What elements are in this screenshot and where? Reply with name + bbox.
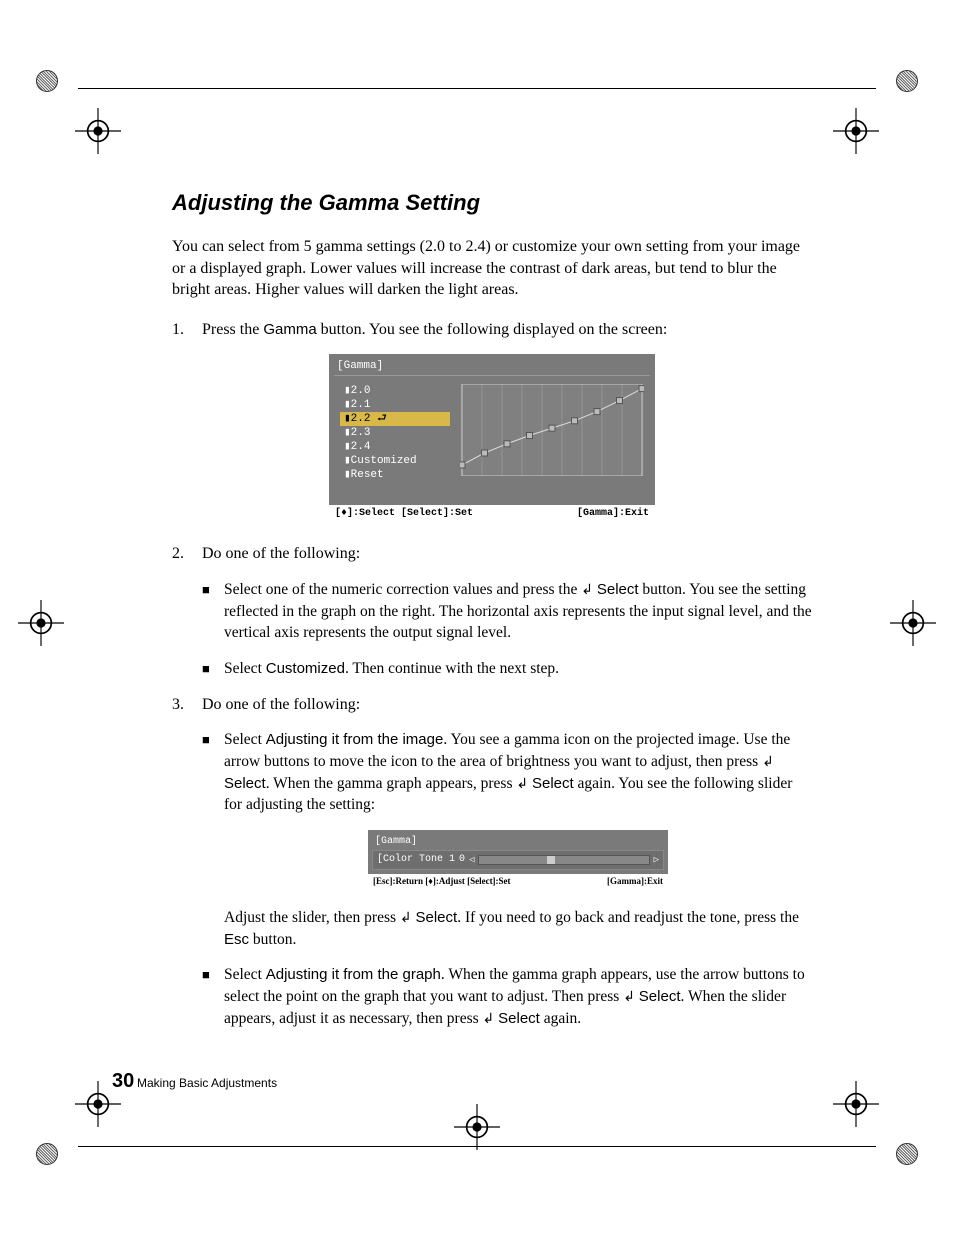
adjust-from-graph-label: Adjusting it from the graph: [266, 966, 441, 983]
step-text: Press the Gamma button. You see the foll…: [202, 319, 812, 341]
bullet-item: ■ Select Adjusting it from the image. Yo…: [202, 729, 812, 950]
step2-bullets: ■ Select one of the numeric correction v…: [202, 579, 812, 680]
steps-list-3: 3. Do one of the following:: [172, 694, 812, 716]
gamma-menu-item: ▮2.4: [340, 440, 450, 454]
enter-icon: ↲: [581, 581, 593, 597]
gamma-menu-figure: [Gamma] ▮2.0▮2.1▮2.2 ⮐▮2.3▮2.4▮Customize…: [172, 354, 812, 521]
slider-thumb: [547, 856, 555, 864]
button-label-gamma: Gamma: [263, 321, 316, 338]
help-right: [Gamma]:Exit: [607, 875, 663, 888]
slider-figure: [Gamma] [Color Tone 1 0 ◁ ▷ [Esc]:Return…: [224, 830, 812, 889]
osd-help-bar: [Esc]:Return [♦]:Adjust [Select]:Set [Ga…: [368, 874, 668, 889]
page-content: Adjusting the Gamma Setting You can sele…: [172, 190, 812, 1044]
steps-list: 1. Press the Gamma button. You see the f…: [172, 319, 812, 341]
page-number: 30: [112, 1070, 134, 1092]
step-number: 3.: [172, 694, 202, 716]
osd-title: [Gamma]: [337, 360, 383, 372]
enter-icon: ↲: [400, 909, 412, 925]
crop-line-top: [78, 88, 876, 89]
step-text: Do one of the following:: [202, 694, 812, 716]
slider-value: 0: [459, 853, 465, 867]
step-number: 2.: [172, 543, 202, 565]
gamma-graph: [460, 384, 644, 476]
page-footer: 30 Making Basic Adjustments: [112, 1070, 277, 1093]
gamma-menu-item: ▮Reset: [340, 468, 450, 482]
gamma-menu-list: ▮2.0▮2.1▮2.2 ⮐▮2.3▮2.4▮Customized▮Reset: [340, 384, 450, 482]
step-text: Do one of the following:: [202, 543, 812, 565]
steps-list-2: 2. Do one of the following:: [172, 543, 812, 565]
gamma-menu-item: ▮Customized: [340, 454, 450, 468]
gamma-menu-item: ▮2.0: [340, 384, 450, 398]
bullet-item: ■ Select Customized. Then continue with …: [202, 658, 812, 680]
arrow-left-icon: ◁: [469, 854, 474, 867]
esc-label: Esc: [224, 931, 249, 948]
bullet-square-icon: ■: [202, 579, 224, 644]
registration-mark: [75, 108, 121, 154]
bullet-square-icon: ■: [202, 658, 224, 680]
bullet-item: ■ Select one of the numeric correction v…: [202, 579, 812, 644]
arrow-right-icon: ▷: [654, 854, 659, 867]
gamma-menu-item: ▮2.2 ⮐: [340, 412, 450, 426]
osd-title: [Gamma]: [372, 834, 664, 850]
step-number: 1.: [172, 319, 202, 341]
registration-mark: [833, 108, 879, 154]
osd-help-bar: [♦]:Select [Select]:Set [Gamma]:Exit: [329, 505, 655, 521]
step-3: 3. Do one of the following:: [172, 694, 812, 716]
customized-label: Customized: [266, 660, 345, 677]
slider-row: [Color Tone 1 0 ◁ ▷: [372, 850, 664, 870]
hatch-circle: [896, 70, 918, 92]
help-left: [Esc]:Return [♦]:Adjust [Select]:Set: [373, 875, 511, 888]
step3-bullets: ■ Select Adjusting it from the image. Yo…: [202, 729, 812, 1029]
adjust-from-image-label: Adjusting it from the image: [266, 731, 444, 748]
bullet-item: ■ Select Adjusting it from the graph. Wh…: [202, 964, 812, 1029]
enter-icon: ↲: [762, 753, 774, 769]
hatch-circle: [896, 1143, 918, 1165]
enter-icon: ↲: [516, 775, 528, 791]
registration-mark: [890, 600, 936, 646]
registration-mark: [833, 1081, 879, 1127]
step-1: 1. Press the Gamma button. You see the f…: [172, 319, 812, 341]
hatch-circle: [36, 1143, 58, 1165]
bullet-square-icon: ■: [202, 729, 224, 950]
registration-mark: [18, 600, 64, 646]
bullet-square-icon: ■: [202, 964, 224, 1029]
help-left: [♦]:Select [Select]:Set: [335, 508, 473, 519]
enter-icon: ↲: [623, 988, 635, 1004]
slider-label: [Color Tone 1: [377, 853, 455, 867]
step-2: 2. Do one of the following:: [172, 543, 812, 565]
gamma-menu-item: ▮2.3: [340, 426, 450, 440]
help-right: [Gamma]:Exit: [577, 508, 649, 519]
gamma-menu-item: ▮2.1: [340, 398, 450, 412]
hatch-circle: [36, 70, 58, 92]
intro-paragraph: You can select from 5 gamma settings (2.…: [172, 236, 812, 301]
registration-mark: [454, 1104, 500, 1150]
select-button-label: Select: [597, 581, 639, 598]
section-heading: Adjusting the Gamma Setting: [172, 190, 812, 216]
slider-track: [478, 855, 649, 865]
enter-icon: ↲: [483, 1010, 495, 1026]
footer-caption: Making Basic Adjustments: [137, 1076, 277, 1090]
